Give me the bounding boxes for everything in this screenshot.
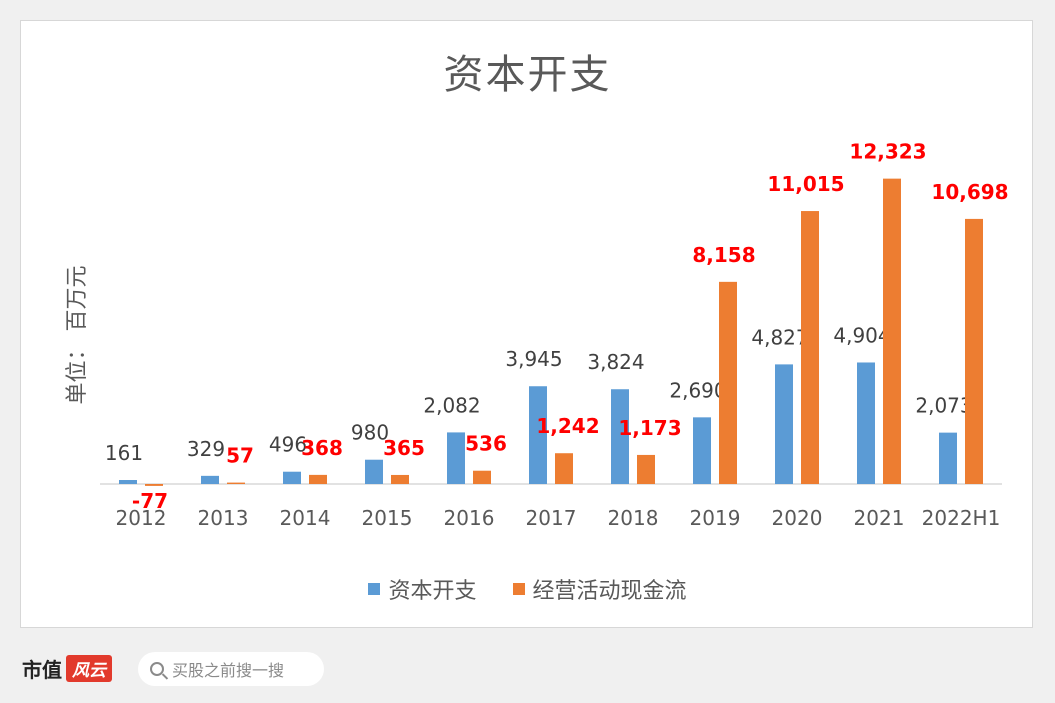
legend-item-capex: 资本开支 — [368, 573, 477, 605]
data-label-capex: 4,904 — [833, 323, 890, 347]
data-label-capex: 161 — [105, 441, 143, 465]
bar-cashflow — [801, 211, 819, 485]
data-label-capex: 2,082 — [423, 393, 480, 417]
bar-capex — [119, 480, 137, 484]
bar-cashflow — [883, 178, 901, 485]
x-tick-label: 2013 — [198, 506, 249, 530]
bar-capex — [939, 432, 957, 484]
footer-bar: 市值 风云 买股之前搜一搜 — [0, 640, 1055, 703]
legend-label-cashflow: 经营活动现金流 — [532, 579, 687, 604]
data-label-cashflow: 11,015 — [767, 172, 844, 196]
bar-cashflow — [555, 453, 573, 484]
data-label-cashflow: 1,242 — [536, 414, 599, 438]
x-tick-label: 2020 — [772, 506, 823, 530]
chart-title: 资本开支 — [443, 52, 612, 98]
legend-label-capex: 资本开支 — [388, 579, 477, 604]
data-label-cashflow: 365 — [383, 436, 425, 460]
bar-capex — [365, 459, 383, 484]
bar-cashflow — [145, 484, 163, 486]
x-tick-label: 2015 — [362, 506, 413, 530]
bar-cashflow — [965, 218, 983, 484]
search-placeholder: 买股之前搜一搜 — [172, 661, 285, 680]
data-label-capex: 3,945 — [505, 347, 562, 371]
bar-capex — [447, 432, 465, 484]
x-tick-label: 2018 — [608, 506, 659, 530]
x-tick-label: 2022H1 — [922, 506, 1001, 530]
data-label-capex: 496 — [269, 433, 307, 457]
search-box[interactable]: 买股之前搜一搜 — [138, 652, 324, 686]
bar-capex — [201, 475, 219, 484]
x-tick-label: 2017 — [526, 506, 577, 530]
legend: 资本开支 经营活动现金流 — [0, 573, 1055, 605]
x-tick-label: 2016 — [444, 506, 495, 530]
x-tick-label: 2014 — [280, 506, 331, 530]
bar-cashflow — [637, 454, 655, 484]
data-label-capex: 2,690 — [669, 378, 726, 402]
data-label-cashflow: 368 — [301, 436, 343, 460]
legend-item-cashflow: 经营活动现金流 — [512, 573, 687, 605]
brand-logo[interactable]: 市值 风云 — [22, 654, 112, 683]
bar-capex — [857, 362, 875, 484]
x-tick-label: 2019 — [690, 506, 741, 530]
data-label-capex: 980 — [351, 421, 389, 445]
data-label-capex: 4,827 — [751, 325, 808, 349]
x-tick-label: 2012 — [116, 506, 167, 530]
legend-swatch-cashflow — [512, 583, 525, 595]
bar-cashflow — [391, 474, 409, 484]
data-label-cashflow: 57 — [226, 444, 254, 468]
bar-capex — [283, 471, 301, 484]
data-label-cashflow: 536 — [465, 432, 507, 456]
data-label-cashflow: 12,323 — [849, 140, 926, 164]
bar-cashflow — [719, 281, 737, 484]
data-label-cashflow: 8,158 — [692, 243, 755, 267]
bar-cashflow — [227, 482, 245, 484]
brand-mark: 风云 — [66, 655, 112, 682]
legend-swatch-capex — [368, 583, 381, 595]
bar-capex — [529, 386, 547, 484]
data-label-capex: 2,073 — [915, 394, 972, 418]
data-label-capex: 329 — [187, 437, 225, 461]
bar-cashflow — [309, 474, 327, 484]
bar-capex — [611, 389, 629, 484]
chart-card — [20, 20, 1033, 628]
data-label-cashflow: 1,173 — [618, 416, 681, 440]
data-label-cashflow: -77 — [132, 489, 168, 513]
search-icon — [150, 662, 164, 676]
brand-text: 市值 — [22, 658, 62, 682]
bar-cashflow — [473, 470, 491, 484]
data-label-capex: 3,824 — [587, 350, 644, 374]
bar-capex — [693, 417, 711, 484]
x-tick-label: 2021 — [854, 506, 905, 530]
data-label-cashflow: 10,698 — [931, 180, 1008, 204]
bar-capex — [775, 364, 793, 484]
